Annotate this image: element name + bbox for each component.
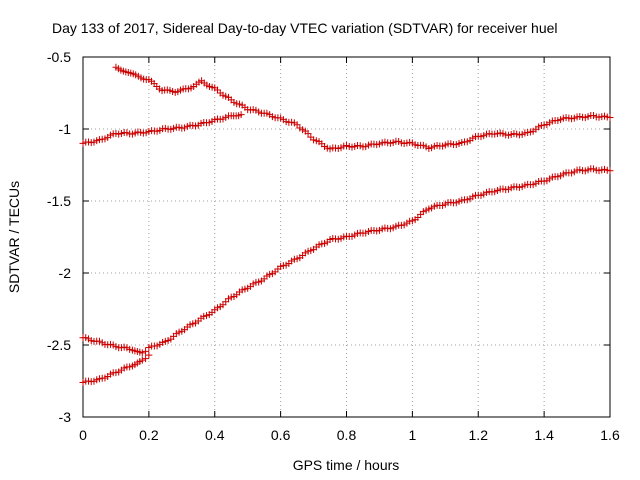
series-satellite-track-a [112,63,614,153]
data-points [79,63,614,386]
y-tick-label: -1.5 [47,193,71,209]
data-point [138,349,146,357]
x-tick-labels: 0 0.2 0.4 0.6 0.8 1 1.2 1.4 1.6 [79,427,620,443]
y-tick-label: -1 [59,121,72,137]
x-tick-label: 0.8 [337,427,357,443]
data-point [142,355,150,363]
data-point [145,351,153,359]
y-tick-labels: -0.5 -1 -1.5 -2 -2.5 -3 [47,49,71,425]
x-tick-label: 0 [79,427,87,443]
x-tick-label: 1.2 [469,427,489,443]
data-point [606,113,614,121]
data-point [138,356,146,364]
series-satellite-track-b [79,111,245,147]
x-tick-label: 1.4 [534,427,554,443]
series-satellite-track-d [79,351,153,386]
y-tick-label: -3 [59,409,72,425]
plot-frame [82,56,611,418]
y-tick-label: -0.5 [47,49,71,65]
y-axis-label: SDTVAR / TECUs [6,181,22,293]
x-tick-label: 0.2 [139,427,159,443]
y-tick-label: -2.5 [47,337,71,353]
chart-title: Day 133 of 2017, Sidereal Day-to-day VTE… [52,20,558,36]
x-tick-label: 1.6 [600,427,620,443]
data-point [142,347,150,355]
data-point [237,111,245,119]
x-tick-label: 0.6 [271,427,291,443]
x-axis-label: GPS time / hours [293,457,400,473]
data-point [606,167,614,175]
x-tick-label: 1 [408,427,416,443]
series-satellite-track-c [79,165,614,357]
y-tick-label: -2 [59,265,72,281]
x-tick-label: 0.4 [205,427,225,443]
